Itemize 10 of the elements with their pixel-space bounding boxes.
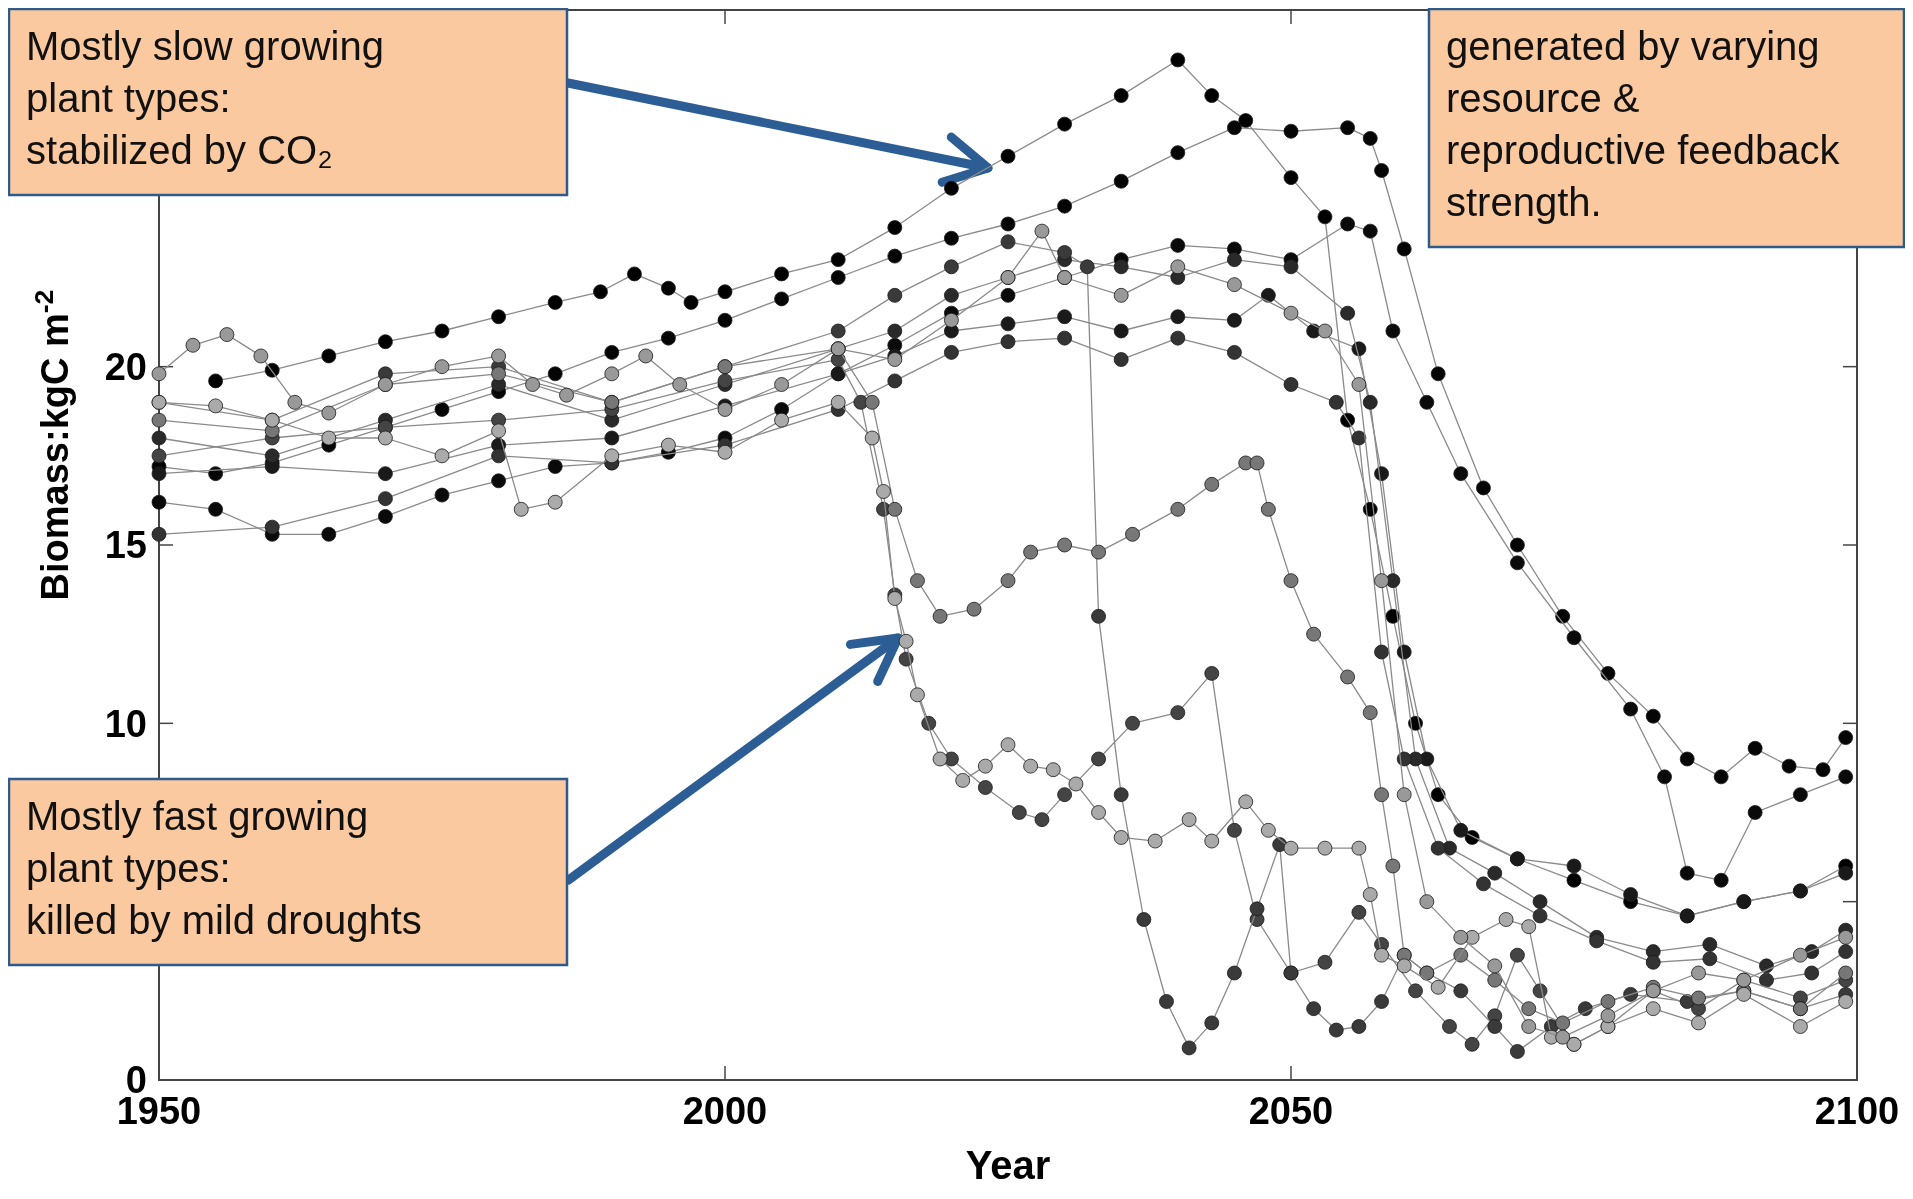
annotation: Mostly slow growing plant types: stabilized by CO₂ bbox=[26, 24, 384, 172]
x-tick-label: 2100 bbox=[1814, 1090, 1900, 1132]
y-tick-label: 20 bbox=[104, 345, 147, 388]
annotation: generated by varying resource & reproductive feedback strength. bbox=[1446, 24, 1841, 224]
x-axis-title: Year bbox=[965, 1143, 1051, 1187]
y-tick-label: 10 bbox=[104, 702, 147, 745]
annotation: Mostly fast growing plant types: killed by mild droughts bbox=[26, 794, 422, 942]
x-tick-label: 2050 bbox=[1248, 1090, 1334, 1132]
y-tick-label: 15 bbox=[104, 524, 147, 567]
x-tick-label: 2000 bbox=[682, 1090, 768, 1132]
